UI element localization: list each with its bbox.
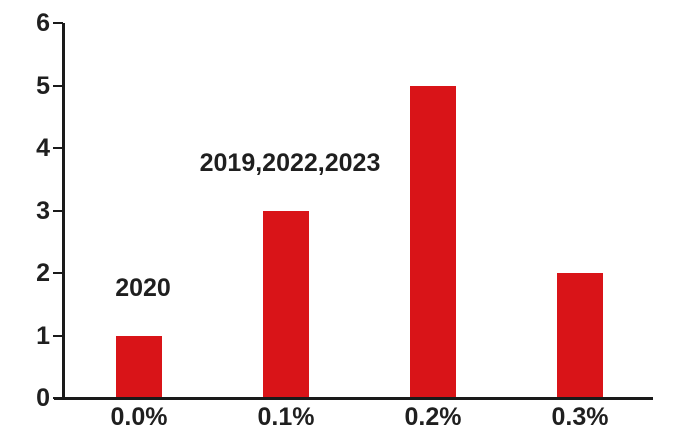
x-tick-label: 0.1% bbox=[257, 403, 315, 431]
y-axis-tick bbox=[53, 84, 63, 87]
x-tick-label: 0.2% bbox=[404, 403, 462, 431]
bar bbox=[263, 210, 309, 398]
y-tick-label: 6 bbox=[36, 9, 50, 37]
y-axis-tick bbox=[53, 334, 63, 337]
x-tick-label: 0.0% bbox=[110, 403, 168, 431]
y-tick-label: 5 bbox=[36, 71, 50, 100]
y-axis-tick bbox=[53, 272, 63, 274]
bar bbox=[557, 273, 603, 398]
y-axis-tick bbox=[53, 22, 63, 24]
bar-annotation: 2020 bbox=[115, 273, 171, 302]
y-axis-tick bbox=[53, 397, 63, 399]
y-axis-line bbox=[61, 23, 65, 400]
y-axis-tick bbox=[53, 209, 63, 212]
y-axis-tick bbox=[53, 147, 63, 149]
y-tick-label: 3 bbox=[36, 196, 50, 225]
y-tick-label: 2 bbox=[36, 259, 50, 287]
bar-annotation: 2019,2022,2023 bbox=[199, 148, 381, 177]
y-tick-label: 1 bbox=[36, 321, 50, 350]
y-tick-label: 4 bbox=[36, 134, 50, 162]
x-tick-label: 0.3% bbox=[551, 403, 609, 431]
y-tick-label: 0 bbox=[36, 384, 50, 412]
bar bbox=[410, 85, 456, 398]
x-axis-line bbox=[54, 396, 653, 400]
bar bbox=[116, 335, 162, 398]
